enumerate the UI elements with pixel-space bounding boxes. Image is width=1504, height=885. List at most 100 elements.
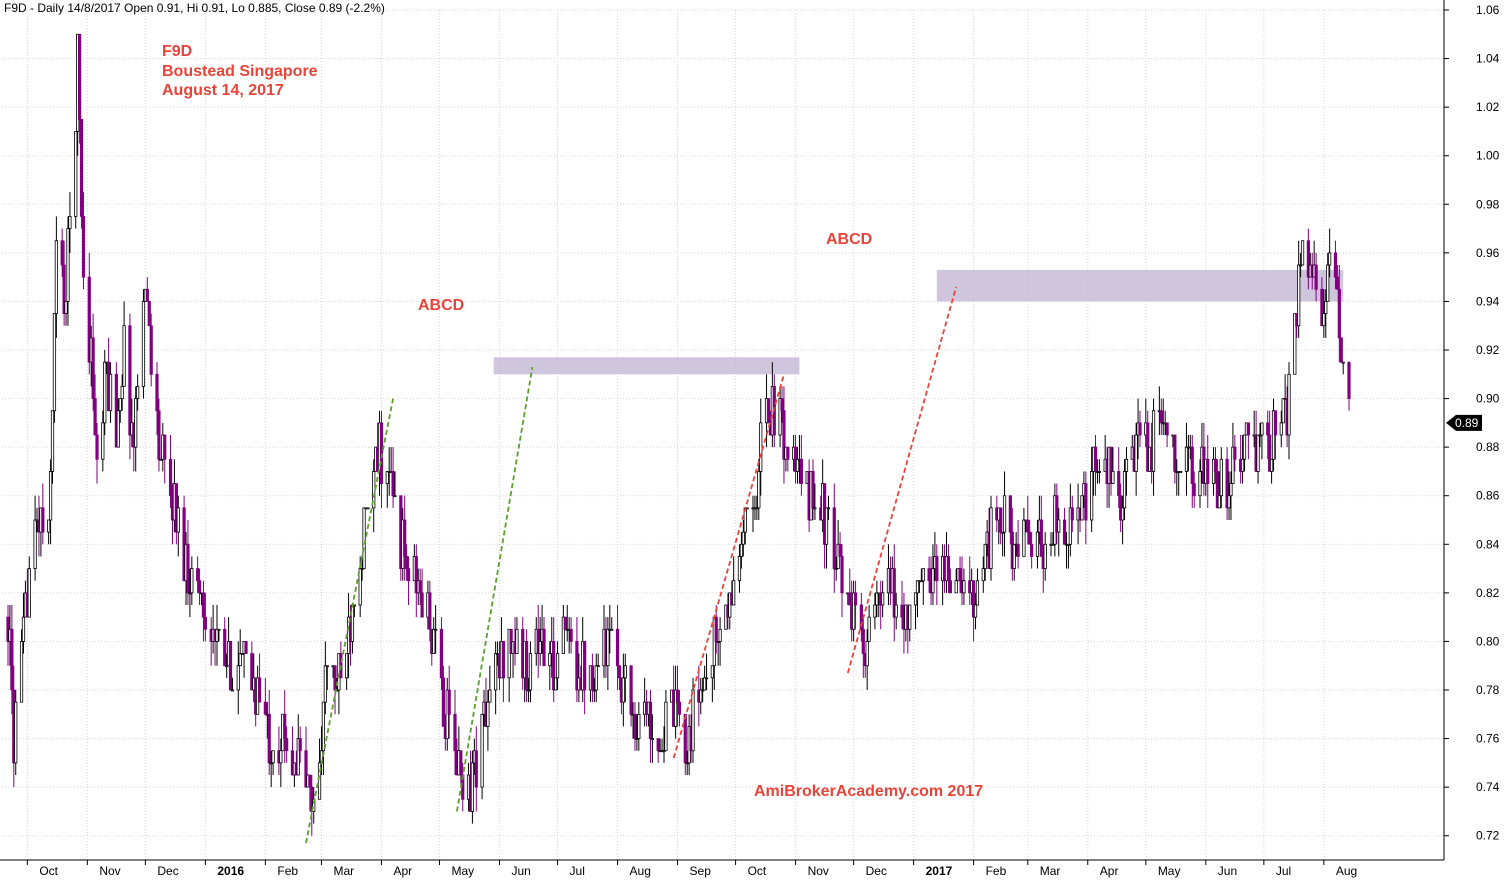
candle-body bbox=[1184, 446, 1189, 472]
candle-body bbox=[1306, 240, 1310, 278]
candle-body bbox=[867, 616, 871, 642]
candle-body bbox=[285, 738, 289, 752]
candle-body bbox=[861, 628, 865, 654]
candle-body bbox=[1215, 471, 1220, 509]
candle-body bbox=[1240, 458, 1245, 472]
candle-body bbox=[434, 628, 438, 631]
candle-body bbox=[1093, 446, 1098, 472]
candle-body bbox=[927, 568, 931, 582]
candle-body bbox=[610, 628, 614, 631]
candle-body bbox=[989, 507, 993, 569]
candle-body bbox=[908, 604, 912, 630]
candle-body bbox=[1198, 471, 1202, 497]
candle-body bbox=[21, 616, 26, 642]
candle-body bbox=[675, 689, 680, 703]
candle-body bbox=[617, 665, 622, 679]
candle-body bbox=[54, 240, 58, 314]
candle-body bbox=[1227, 495, 1231, 509]
candle-body bbox=[971, 580, 976, 618]
candle-body bbox=[704, 677, 709, 680]
candle-body bbox=[52, 313, 57, 412]
candle-body bbox=[271, 750, 275, 764]
candle-body bbox=[1281, 398, 1285, 424]
y-tick-label: 0.96 bbox=[1476, 246, 1500, 260]
candle-body bbox=[1347, 361, 1351, 399]
candle-body bbox=[915, 580, 920, 594]
candle-body bbox=[453, 713, 457, 752]
candle-body bbox=[1151, 410, 1156, 472]
x-tick-label: Mar bbox=[1040, 864, 1061, 878]
candle-body bbox=[79, 118, 84, 217]
candle-body bbox=[782, 410, 786, 460]
candle-body bbox=[542, 628, 546, 667]
candle-body bbox=[418, 580, 422, 594]
candle-body bbox=[710, 665, 714, 679]
candle-body bbox=[526, 689, 531, 692]
candle-body bbox=[1165, 422, 1169, 436]
candle-body bbox=[1026, 519, 1030, 533]
candle-body bbox=[1062, 519, 1067, 545]
candle-body bbox=[1320, 288, 1324, 327]
candle-body bbox=[145, 288, 149, 302]
candle-body bbox=[718, 628, 722, 642]
candle-body bbox=[554, 677, 558, 691]
candle-body bbox=[981, 568, 985, 582]
x-tick-label: Apr bbox=[1100, 864, 1119, 878]
candle-body bbox=[228, 641, 233, 691]
last-price-label: 0.89 bbox=[1455, 416, 1479, 430]
y-tick-label: 0.84 bbox=[1476, 537, 1500, 551]
candle-body bbox=[1217, 495, 1221, 509]
candle-body bbox=[919, 580, 923, 583]
candle-body bbox=[155, 373, 159, 412]
candle-body bbox=[865, 641, 869, 667]
candle-body bbox=[196, 568, 200, 582]
candle-body bbox=[439, 628, 444, 679]
candle-body bbox=[47, 519, 51, 533]
candle-body bbox=[786, 446, 790, 460]
candle-body bbox=[186, 543, 190, 594]
candle-body bbox=[163, 434, 167, 460]
candle-body bbox=[459, 750, 463, 776]
candle-body bbox=[48, 471, 53, 521]
candle-body bbox=[1269, 458, 1274, 472]
candle-body bbox=[298, 738, 302, 752]
candle-body bbox=[118, 398, 122, 412]
x-tick-label: Nov bbox=[808, 864, 829, 878]
candle-body bbox=[834, 568, 838, 570]
candle-body bbox=[555, 653, 560, 679]
candle-body bbox=[1231, 446, 1235, 484]
candle-body bbox=[223, 628, 227, 667]
candle-body bbox=[853, 592, 858, 606]
x-tick-label: Apr bbox=[393, 864, 412, 878]
candle-body bbox=[405, 556, 409, 569]
resistance-zone bbox=[493, 357, 800, 375]
candle-body bbox=[921, 568, 925, 582]
candle-body bbox=[1008, 495, 1012, 533]
candle-body bbox=[1326, 264, 1330, 302]
candle-body bbox=[824, 507, 829, 545]
candle-body bbox=[873, 604, 877, 618]
candle-body bbox=[590, 665, 594, 691]
candle-body bbox=[14, 701, 18, 764]
candle-body bbox=[1339, 337, 1343, 363]
candle-body bbox=[778, 398, 782, 436]
x-tick-label: Feb bbox=[277, 864, 298, 878]
trend-line bbox=[456, 366, 534, 812]
candle-body bbox=[946, 556, 951, 582]
candle-body bbox=[279, 750, 283, 764]
candle-body bbox=[325, 665, 329, 668]
candle-body bbox=[637, 713, 641, 739]
candle-body bbox=[1328, 252, 1332, 266]
y-tick-label: 0.82 bbox=[1476, 586, 1500, 600]
candle-body bbox=[406, 568, 411, 582]
candle-body bbox=[134, 398, 138, 448]
candle-body bbox=[1260, 422, 1264, 436]
candle-body bbox=[892, 568, 896, 618]
candle-body bbox=[780, 398, 784, 412]
candle-body bbox=[414, 556, 418, 594]
candle-body bbox=[1337, 288, 1341, 339]
candle-body bbox=[441, 677, 445, 727]
x-tick-label: Jul bbox=[570, 864, 585, 878]
